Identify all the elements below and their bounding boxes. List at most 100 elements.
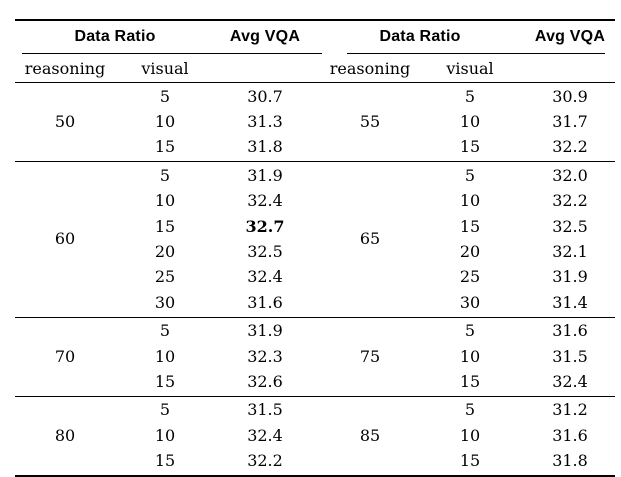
visual-value: 5 — [464, 165, 476, 185]
avg-vqa-value: 31.4 — [552, 292, 588, 312]
visual-value: 15 — [459, 137, 481, 157]
reasoning-value: 80 — [54, 425, 76, 445]
visual-value: 10 — [154, 425, 176, 445]
avg-vqa-value-best: 32.7 — [245, 216, 285, 236]
avg-vqa-value: 31.6 — [247, 292, 283, 312]
visual-value: 15 — [154, 371, 176, 391]
right-midrule-container — [315, 53, 615, 55]
avg-vqa-value: 31.3 — [247, 112, 283, 132]
table-header-row-subcolumns: reasoning visual reasoning visual — [15, 55, 615, 82]
reasoning-value: 50 — [54, 112, 76, 132]
visual-value: 5 — [464, 321, 476, 341]
data-ratio-vqa-table: Data Ratio Avg VQA Data Ratio Avg VQA re… — [15, 19, 615, 477]
table-header-row-groups: Data Ratio Avg VQA Data Ratio Avg VQA — [15, 21, 615, 53]
visual-value: 15 — [459, 371, 481, 391]
avg-vqa-value: 31.9 — [552, 267, 588, 287]
avg-vqa-value: 32.4 — [552, 371, 588, 391]
header-midrule-row — [15, 53, 615, 55]
visual-value: 30 — [459, 292, 481, 312]
table-section-70-75: 70 5 31.9 10 32.3 15 32.6 75 5 31.6 10 31.5 15 32.4 — [15, 316, 615, 396]
right-panel-section: 85 5 31.2 10 31.6 15 31.8 — [315, 397, 620, 475]
visual-value: 5 — [464, 400, 476, 420]
reasoning-value: 60 — [54, 229, 76, 249]
avg-vqa-value: 31.9 — [247, 321, 283, 341]
avg-vqa-value: 31.5 — [247, 400, 283, 420]
left-panel-header: Data Ratio Avg VQA — [15, 21, 315, 53]
visual-value: 10 — [154, 346, 176, 366]
reasoning-value: 65 — [359, 229, 381, 249]
right-empty-header-cell — [520, 55, 620, 82]
table-body: 50 5 30.7 10 31.3 15 31.8 55 5 30.9 10 31.7 15 32.2 60… — [15, 82, 615, 475]
avg-vqa-value: 32.5 — [552, 216, 588, 236]
right-panel-section: 75 5 31.6 10 31.5 15 32.4 — [315, 318, 620, 396]
avg-vqa-value: 31.9 — [247, 165, 283, 185]
avg-vqa-value: 31.6 — [552, 425, 588, 445]
avg-vqa-value: 32.6 — [247, 371, 283, 391]
right-reasoning-column-header: reasoning — [329, 59, 411, 78]
visual-value: 15 — [154, 137, 176, 157]
left-empty-header-cell — [215, 55, 315, 82]
avg-vqa-value: 32.2 — [247, 451, 283, 471]
visual-value: 15 — [154, 216, 176, 236]
left-header-midrule — [22, 53, 322, 54]
visual-value: 10 — [459, 191, 481, 211]
visual-value: 15 — [459, 216, 481, 236]
avg-vqa-value: 31.8 — [552, 451, 588, 471]
avg-vqa-value: 30.7 — [247, 86, 283, 106]
left-data-ratio-header: Data Ratio — [74, 28, 156, 45]
visual-value: 25 — [154, 267, 176, 287]
right-visual-column-header: visual — [446, 59, 494, 78]
avg-vqa-value: 32.4 — [247, 191, 283, 211]
reasoning-value: 55 — [359, 112, 381, 132]
visual-value: 15 — [154, 451, 176, 471]
avg-vqa-value: 32.5 — [247, 242, 283, 262]
avg-vqa-value: 32.0 — [552, 165, 588, 185]
table-section-50-55: 50 5 30.7 10 31.3 15 31.8 55 5 30.9 10 31.7 15 32.2 — [15, 82, 615, 161]
avg-vqa-value: 31.6 — [552, 321, 588, 341]
left-avg-vqa-header: Avg VQA — [229, 28, 301, 45]
avg-vqa-value: 32.2 — [552, 137, 588, 157]
reasoning-value: 75 — [359, 346, 381, 366]
left-panel-section: 60 5 31.9 10 32.4 15 32.7 20 32.5 25 32.4 30 31.6 — [15, 162, 315, 316]
visual-value: 5 — [159, 321, 171, 341]
visual-value: 10 — [154, 112, 176, 132]
avg-vqa-value: 30.9 — [552, 86, 588, 106]
right-panel-subheader: reasoning visual — [315, 55, 620, 82]
avg-vqa-value: 32.1 — [552, 242, 588, 262]
reasoning-value: 70 — [54, 346, 76, 366]
visual-value: 15 — [459, 451, 481, 471]
avg-vqa-value: 32.4 — [247, 425, 283, 445]
visual-value: 10 — [459, 425, 481, 445]
left-panel-section: 80 5 31.5 10 32.4 15 32.2 — [15, 397, 315, 475]
right-data-ratio-header: Data Ratio — [379, 28, 461, 45]
visual-value: 10 — [459, 112, 481, 132]
visual-value: 25 — [459, 267, 481, 287]
table-section-60-65: 60 5 31.9 10 32.4 15 32.7 20 32.5 25 32.4 30 31.6 65 5… — [15, 161, 615, 316]
left-panel-section: 70 5 31.9 10 32.3 15 32.6 — [15, 318, 315, 396]
visual-value: 5 — [159, 86, 171, 106]
avg-vqa-value: 31.5 — [552, 346, 588, 366]
reasoning-value: 85 — [359, 425, 381, 445]
right-panel-section: 55 5 30.9 10 31.7 15 32.2 — [315, 83, 620, 161]
visual-value: 20 — [459, 242, 481, 262]
avg-vqa-value: 32.2 — [552, 191, 588, 211]
right-panel-header: Data Ratio Avg VQA — [315, 21, 620, 53]
avg-vqa-value: 32.3 — [247, 346, 283, 366]
avg-vqa-value: 32.4 — [247, 267, 283, 287]
left-midrule-container — [15, 53, 322, 55]
visual-value: 5 — [159, 400, 171, 420]
avg-vqa-value: 31.8 — [247, 137, 283, 157]
visual-value: 5 — [159, 165, 171, 185]
right-header-midrule — [347, 53, 605, 54]
left-visual-column-header: visual — [141, 59, 189, 78]
right-panel-section: 65 5 32.0 10 32.2 15 32.5 20 32.1 25 31.9 30 31.4 — [315, 162, 620, 316]
table-section-80-85: 80 5 31.5 10 32.4 15 32.2 85 5 31.2 10 31.6 15 31.8 — [15, 395, 615, 475]
visual-value: 20 — [154, 242, 176, 262]
right-avg-vqa-header: Avg VQA — [534, 28, 606, 45]
left-panel-section: 50 5 30.7 10 31.3 15 31.8 — [15, 83, 315, 161]
avg-vqa-value: 31.2 — [552, 400, 588, 420]
visual-value: 5 — [464, 86, 476, 106]
visual-value: 10 — [459, 346, 481, 366]
avg-vqa-value: 31.7 — [552, 112, 588, 132]
left-reasoning-column-header: reasoning — [24, 59, 106, 78]
